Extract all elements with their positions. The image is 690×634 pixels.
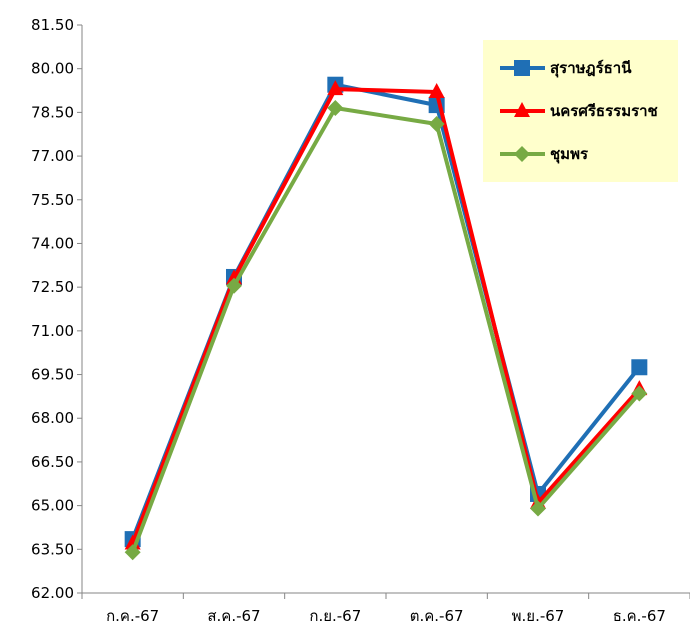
y-tick-label: 68.00 — [31, 409, 74, 427]
y-tick-label: 65.00 — [31, 497, 74, 515]
y-tick-label: 78.50 — [31, 103, 74, 121]
data-point-marker — [631, 359, 648, 376]
y-tick-label: 74.00 — [31, 234, 74, 252]
y-tick-label: 81.50 — [31, 16, 74, 34]
data-point-marker — [124, 544, 141, 561]
chart-series — [124, 76, 648, 561]
y-tick-label: 77.00 — [31, 147, 74, 165]
legend-item: นครศรีธรรมราช — [500, 102, 658, 120]
data-point-marker — [530, 500, 546, 517]
y-tick-label: 80.00 — [31, 60, 74, 78]
x-axis-ticks: ก.ค.-67 ส.ค.-67 ก.ย.-67 ต.ค.-67 พ.ย.-67 ธ.ค.-… — [81, 593, 690, 625]
y-tick-label: 72.50 — [31, 278, 74, 296]
y-tick-label: 63.50 — [31, 540, 74, 558]
data-point-marker — [327, 80, 344, 96]
y-tick-label: 75.50 — [31, 191, 74, 209]
legend-label: นครศรีธรรมราช — [550, 102, 658, 120]
legend-item: ชุมพร — [500, 145, 589, 164]
data-point-marker — [226, 277, 242, 294]
x-tick-label: ต.ค.-67 — [410, 607, 464, 625]
series-line — [130, 106, 641, 553]
data-point-marker — [327, 100, 344, 117]
legend-label: ชุมพร — [550, 145, 589, 164]
x-tick-label: ส.ค.-67 — [207, 607, 260, 625]
series-line — [130, 87, 641, 545]
legend-label: สุราษฎร์ธานี — [550, 59, 632, 78]
legend-item: สุราษฎร์ธานี — [500, 59, 632, 78]
series-diamond — [124, 100, 648, 561]
x-tick-label: ก.ย.-67 — [309, 607, 361, 625]
x-tick-label: พ.ย.-67 — [512, 607, 565, 625]
data-point-marker — [631, 385, 648, 402]
y-tick-label: 71.00 — [31, 322, 74, 340]
data-point-marker — [428, 116, 445, 133]
y-axis-ticks: 62.00 63.50 65.00 66.50 68.00 69.50 71.00 72.50… — [31, 16, 82, 602]
legend-marker — [514, 102, 530, 117]
y-tick-label: 66.50 — [31, 453, 74, 471]
y-tick-label: 62.00 — [31, 584, 74, 602]
x-tick-label: ธ.ค.-67 — [613, 607, 666, 625]
data-point-marker — [428, 82, 445, 98]
legend-marker — [514, 146, 530, 162]
legend-marker — [514, 60, 530, 76]
y-tick-label: 69.50 — [31, 366, 74, 384]
x-tick-label: ก.ค.-67 — [106, 607, 159, 625]
